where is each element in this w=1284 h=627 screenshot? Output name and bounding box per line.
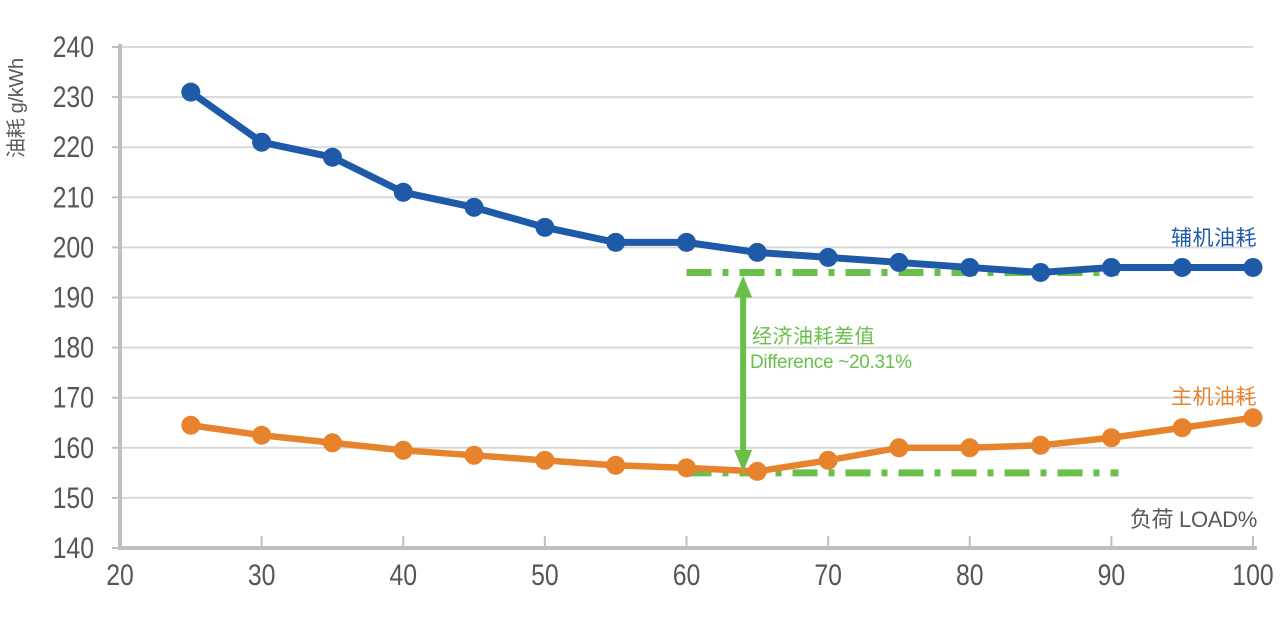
series-0-marker [677, 232, 696, 252]
y-tick-label: 160 [53, 432, 94, 465]
series-0-marker [393, 182, 413, 202]
series-1-marker [252, 425, 272, 445]
series-1-marker [1243, 408, 1263, 428]
series-0-marker [464, 197, 484, 217]
x-tick-label: 70 [814, 559, 842, 592]
series-line-1 [187, 414, 1257, 475]
x-tick-label: 50 [531, 559, 559, 592]
series-0-marker [606, 232, 626, 252]
series-0-marker [252, 132, 272, 152]
series-0-marker [1172, 257, 1192, 277]
series-1-marker [960, 438, 980, 458]
y-tick-label: 230 [53, 81, 94, 114]
series-0-marker [1101, 257, 1121, 277]
difference-arrow-head-down [734, 449, 753, 472]
x-axis-title: 负荷 LOAD% [1129, 507, 1257, 532]
series-1-marker [677, 458, 696, 478]
x-tick-label: 20 [106, 559, 134, 592]
y-tick-label: 140 [53, 532, 94, 565]
series-0-marker [535, 217, 555, 237]
series-0-marker [889, 252, 909, 272]
y-axis-title: 油耗 g/kWh [6, 58, 28, 158]
series-label-main-engine: 主机油耗 [1171, 386, 1257, 409]
series-0-marker [1243, 257, 1263, 277]
y-tick-label: 170 [53, 382, 94, 415]
series-0-marker [181, 82, 201, 102]
x-tick-label: 90 [1098, 559, 1126, 592]
y-tick-label: 200 [53, 231, 94, 264]
series-0-marker [322, 147, 342, 167]
series-label-auxiliary-engine: 辅机油耗 [1171, 227, 1257, 250]
series-1-marker [1101, 428, 1121, 448]
series-0-marker [1031, 262, 1051, 282]
series-0-marker [747, 242, 767, 262]
series-0-marker [960, 257, 980, 277]
series-1-marker [464, 445, 484, 465]
x-tick-label: 30 [248, 559, 276, 592]
series-1-marker [181, 415, 201, 435]
series-1-marker [747, 461, 767, 481]
series-1-marker [889, 438, 909, 458]
x-tick-label: 60 [673, 559, 701, 592]
y-tick-label: 190 [53, 282, 94, 315]
y-tick-label: 150 [53, 482, 94, 515]
y-tick-label: 210 [53, 181, 94, 214]
series-1-marker [606, 455, 626, 475]
y-tick-label: 180 [53, 332, 94, 365]
series-1-marker [393, 440, 413, 460]
annotation-title: 经济油耗差值 [752, 326, 875, 348]
y-tick-label: 220 [53, 131, 94, 164]
series-1-marker [1172, 418, 1192, 438]
x-tick-label: 80 [956, 559, 984, 592]
series-line-0 [187, 88, 1257, 276]
series-1-marker [535, 450, 555, 470]
y-tick-label: 240 [53, 31, 94, 64]
annotation-difference-value: Difference ~20.31% [750, 352, 912, 373]
difference-arrow-head-up [734, 275, 753, 298]
series-1-marker [322, 433, 342, 453]
series-1-marker [1031, 435, 1051, 455]
x-tick-label: 40 [389, 559, 417, 592]
series-0-marker [818, 247, 838, 267]
series-1-marker [818, 450, 838, 470]
x-tick-label: 100 [1232, 559, 1273, 592]
